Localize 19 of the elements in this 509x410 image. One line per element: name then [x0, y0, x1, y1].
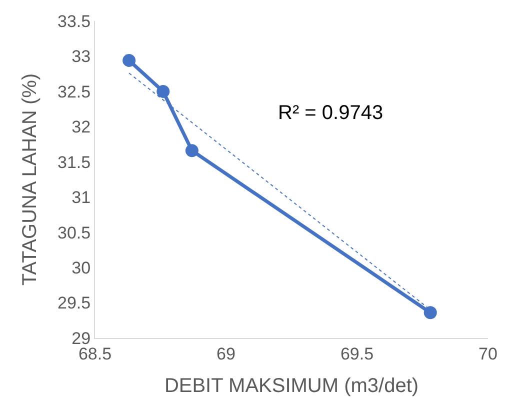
annotation: R² = 0.9743: [278, 102, 384, 124]
y-tick-label: 30.5: [58, 223, 91, 242]
x-tick-label: 69.5: [340, 344, 374, 364]
y-tick-label: 29.5: [58, 294, 91, 313]
y-tick-label: 31.5: [58, 152, 91, 172]
y-tick-label: 33: [72, 47, 91, 66]
y-tick-label: 32: [72, 118, 91, 137]
y-axis-title: TATAGUNA LAHAN (%): [19, 73, 42, 286]
x-axis-title: DEBIT MAKSIMUM (m3/det): [164, 374, 419, 397]
x-tick-label: 69: [216, 344, 236, 364]
y-tick-label: 33.5: [58, 12, 91, 31]
point: [424, 306, 437, 320]
y-tick-label: 32.5: [58, 82, 91, 102]
y-tick-label: 31: [72, 188, 91, 208]
point: [122, 54, 136, 67]
point: [185, 144, 198, 158]
x-tick-label: 70: [478, 344, 498, 364]
point: [156, 84, 170, 98]
y-tick-label: 30: [72, 258, 91, 278]
